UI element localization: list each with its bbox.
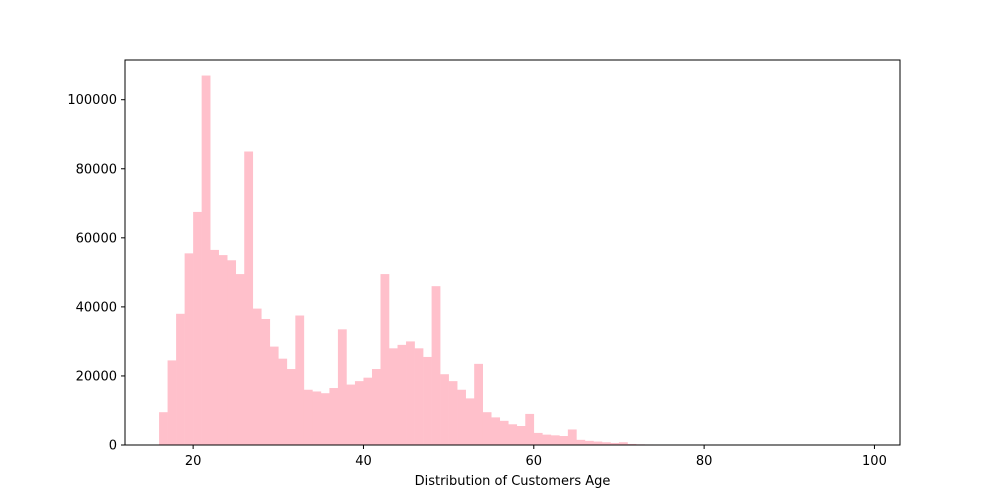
histogram-bar [201,75,211,445]
histogram-bar [550,435,560,445]
x-tick-label: 60 [526,454,543,469]
histogram-bar [397,344,407,445]
histogram-bar [465,398,475,445]
histogram-bar [542,434,552,445]
histogram-bar [354,381,364,445]
histogram-bar [210,249,219,445]
plot-frame [124,59,901,446]
histogram-bar [261,318,271,445]
histogram-bar [584,440,594,445]
histogram-bar [363,377,373,445]
histogram-bar [278,358,288,445]
histogram-bar [295,315,305,445]
histogram-bar [440,374,449,445]
y-tick-label: 0 [109,439,117,454]
histogram-bar [559,436,569,445]
histogram-bar [167,360,177,445]
histogram-bar [303,389,313,445]
histogram-bar [176,313,185,445]
histogram-bar [431,286,441,445]
histogram-bar [320,393,330,445]
histogram-bar [218,255,228,445]
histogram-bar [252,308,262,445]
y-axis-ticks: 0 20000 40000 60000 80000 100000 [67,93,125,454]
histogram-bar [329,388,339,445]
y-tick-label: 40000 [76,300,117,315]
histogram-bar [516,426,526,445]
histogram-bar [406,341,415,445]
y-tick-label: 20000 [76,369,117,384]
histogram-bar [235,274,245,445]
histogram-bar [389,348,398,445]
histogram-bar [610,442,620,445]
histogram-bar [593,441,603,445]
histogram-bar [346,384,356,445]
histogram-bar [193,211,202,445]
histogram-bar [244,151,254,445]
histogram-bar [533,432,543,445]
histogram-bar [576,439,586,445]
histogram-bar [448,381,458,445]
histogram-bar [423,356,432,445]
histogram-bar [312,391,322,445]
histogram-bar [525,413,535,445]
histogram-bar [474,363,483,445]
histogram-bar [184,253,194,445]
histogram-bar [457,389,466,445]
histogram-bar [380,274,390,445]
x-tick-label: 40 [355,454,372,469]
histogram-bar [618,442,628,445]
histogram-bar [371,369,381,445]
histogram-bar [601,442,611,445]
histogram-bar [159,412,168,445]
histogram-bar [508,424,518,445]
x-axis-ticks: 20 40 60 80 100 [185,445,887,469]
x-tick-label: 20 [185,454,202,469]
histogram-bar [491,417,501,445]
histogram-bar [567,429,577,445]
histogram-bar [414,348,424,445]
histogram-bar [499,420,509,445]
x-axis-label: Distribution of Customers Age [415,474,611,489]
histogram-bar [227,260,237,445]
histogram-bar [269,346,279,445]
x-tick-label: 80 [696,454,713,469]
histogram-bar [482,412,492,445]
y-tick-label: 60000 [76,231,117,246]
y-tick-label: 80000 [76,162,117,177]
histogram-bar [286,369,296,445]
x-tick-label: 100 [862,454,887,469]
histogram-bar [337,329,347,445]
histogram-bar [627,443,637,445]
histogram-bars [159,75,824,445]
y-tick-label: 100000 [67,93,117,108]
